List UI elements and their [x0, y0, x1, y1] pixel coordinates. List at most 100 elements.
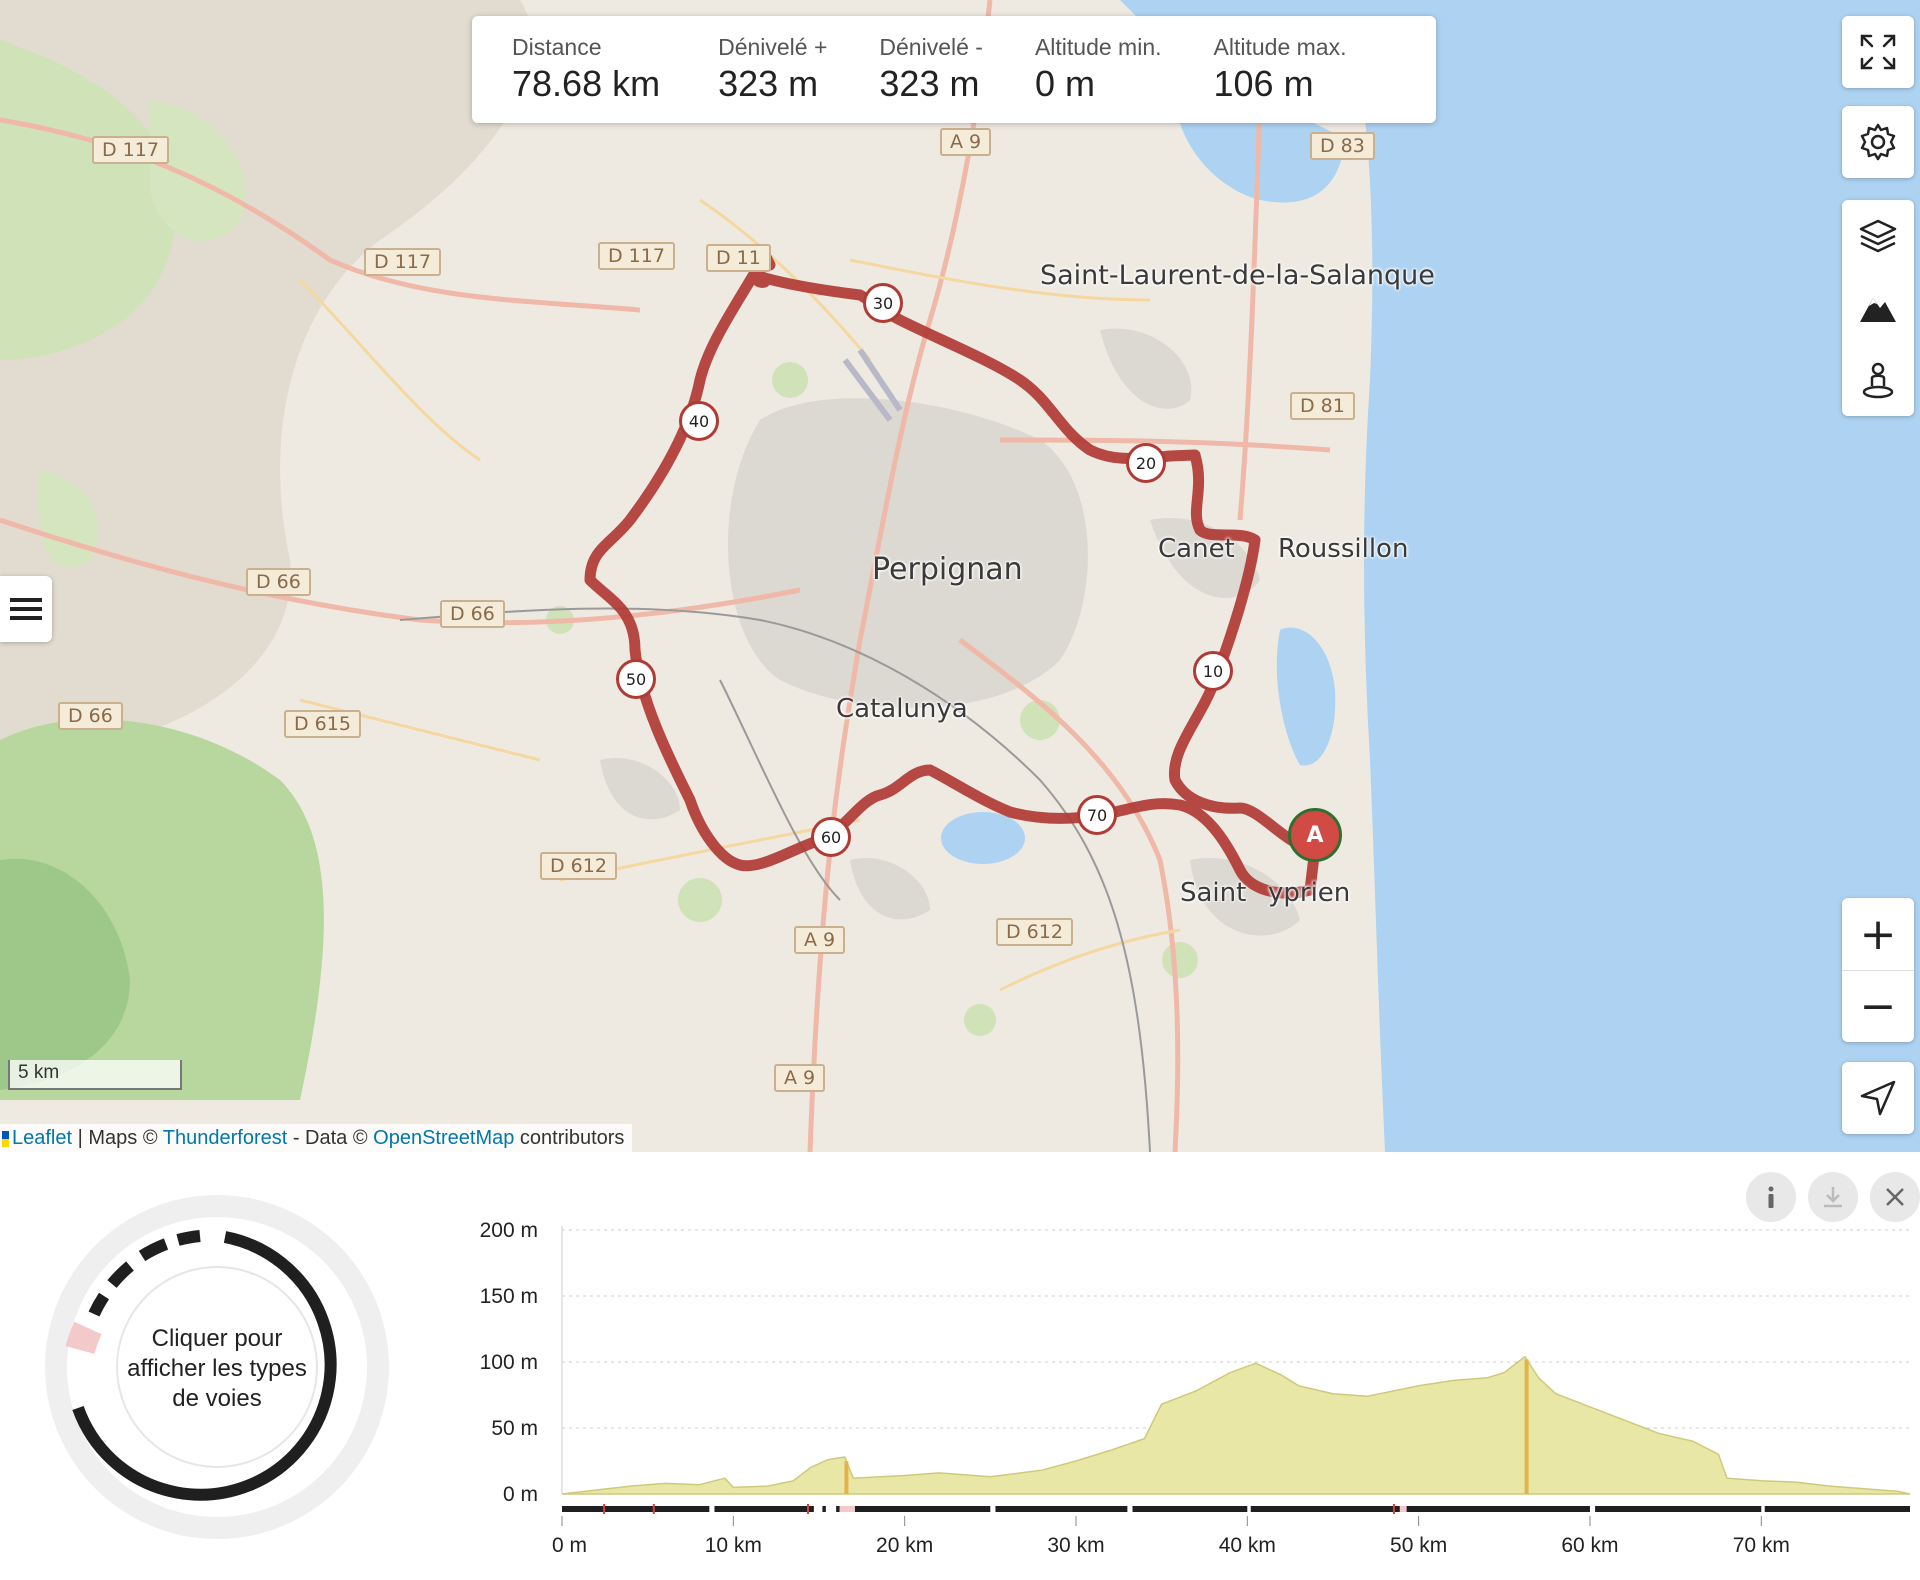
road-shield: D 117: [598, 242, 675, 270]
surface-segment: [1247, 1506, 1251, 1512]
km-marker-10[interactable]: 10: [1193, 651, 1233, 691]
hamburger-icon: [10, 598, 42, 620]
surface-mark: [806, 1504, 809, 1514]
road-shield: D 83: [1310, 132, 1375, 160]
road-shield: A 9: [794, 926, 846, 954]
leaflet-link[interactable]: Leaflet: [12, 1127, 73, 1149]
stat-value: 106 m: [1213, 63, 1314, 104]
surface-segment: [1589, 1506, 1596, 1512]
x-tick-label: 20 km: [876, 1534, 933, 1557]
surface-bar-track: [562, 1506, 1910, 1512]
elevation-chart[interactable]: 0 m 50 m 100 m 150 m 200 m 0 m 10 km 20 km 30 k…: [460, 1192, 1920, 1572]
surface-segment: [990, 1506, 996, 1512]
x-axis: 0 m 10 km 20 km 30 km 40 km 50 km 60 km 70 km: [552, 1516, 1790, 1557]
info-icon: [1768, 1186, 1774, 1208]
surface-segment: [1761, 1506, 1765, 1512]
stat-label: Dénivelé -: [879, 34, 983, 60]
road-shield: D 612: [540, 852, 617, 880]
y-tick-label: 150 m: [480, 1285, 538, 1308]
map-attribution: Leaflet | Maps © Thunderforest - Data © …: [0, 1124, 633, 1152]
km-marker-40[interactable]: 40: [679, 401, 719, 441]
openstreetmap-link[interactable]: OpenStreetMap: [373, 1127, 515, 1149]
road-types-hint[interactable]: Cliquer pour afficher les types de voies: [127, 1325, 307, 1412]
x-tick-label: 60 km: [1561, 1534, 1618, 1557]
road-shield: D 117: [364, 248, 441, 276]
road-shield: D 66: [58, 702, 123, 730]
km-marker-60[interactable]: 60: [811, 817, 851, 857]
y-tick-label: 50 m: [491, 1417, 538, 1440]
km-marker-20[interactable]: 20: [1126, 443, 1166, 483]
close-button[interactable]: [1870, 1172, 1920, 1222]
km-marker-50[interactable]: 50: [616, 659, 656, 699]
thunderforest-link[interactable]: Thunderforest: [162, 1127, 288, 1149]
stat-ascent: Dénivelé + 323 m: [718, 34, 827, 123]
fullscreen-button[interactable]: [1842, 16, 1914, 88]
layers-button[interactable]: [1842, 200, 1914, 272]
map-view[interactable]: Perpignan Saint-Laurent-de-la-Salanque C…: [0, 0, 1920, 1152]
place-label-canet: Canet: [1158, 534, 1235, 564]
attribution-text: - Data ©: [287, 1127, 374, 1149]
menu-button[interactable]: [0, 576, 52, 642]
road-shield: D 615: [284, 710, 361, 738]
road-types-donut[interactable]: [40, 1190, 394, 1544]
map-tools-group: [1842, 200, 1914, 416]
stat-label: Dénivelé +: [718, 34, 828, 60]
terrain-button[interactable]: [1842, 272, 1914, 344]
place-label-cyprien: yprien: [1268, 878, 1351, 908]
zoom-controls: + −: [1842, 898, 1914, 1042]
place-label-perpignan: Perpignan: [872, 552, 1023, 587]
stat-value: 78.68 km: [512, 63, 661, 104]
elevation-area: [561, 1355, 1911, 1495]
surface-segment: [839, 1506, 855, 1512]
locate-button[interactable]: [1842, 1062, 1914, 1134]
x-tick-label: 30 km: [1047, 1534, 1104, 1557]
road-shield: D 117: [92, 136, 169, 164]
surface-segment: [1399, 1506, 1407, 1512]
x-tick-label: 0 m: [552, 1534, 587, 1557]
road-shield: A 9: [774, 1064, 826, 1092]
start-marker[interactable]: A: [1288, 808, 1342, 862]
stat-distance: Distance 78.68 km: [512, 34, 660, 123]
surface-bar: [562, 1504, 1910, 1514]
expand-icon: [1860, 34, 1896, 70]
elevation-panel: Cliquer pour afficher les types de voies…: [0, 1152, 1920, 1580]
settings-button[interactable]: [1842, 106, 1914, 178]
surface-mark: [652, 1504, 655, 1514]
y-tick-label: 200 m: [480, 1219, 538, 1242]
close-icon: [1886, 1188, 1904, 1206]
ukraine-flag-icon: [2, 1130, 9, 1147]
poi-button[interactable]: [1842, 344, 1914, 416]
stat-label: Altitude max.: [1213, 34, 1347, 60]
km-marker-30[interactable]: 30: [863, 283, 903, 323]
km-marker-70[interactable]: 70: [1077, 795, 1117, 835]
map-scale: 5 km: [8, 1060, 182, 1090]
y-tick-label: 0 m: [503, 1483, 538, 1506]
mountain-icon: [1860, 298, 1896, 322]
route-stats-panel: Distance 78.68 km Dénivelé + 323 m Déniv…: [472, 16, 1436, 123]
place-label-saint-laurent: Saint-Laurent-de-la-Salanque: [1040, 260, 1435, 291]
layers-icon: [1859, 219, 1897, 253]
road-shield: A 9: [940, 128, 992, 156]
road-shield: D 81: [1290, 392, 1355, 420]
x-tick-label: 50 km: [1390, 1534, 1447, 1557]
zoom-in-button[interactable]: +: [1859, 908, 1897, 960]
surface-segment: [825, 1506, 837, 1512]
place-label-catalunya: Catalunya: [836, 694, 968, 724]
zoom-out-button[interactable]: −: [1842, 970, 1914, 1042]
stat-alt-min: Altitude min. 0 m: [1035, 34, 1162, 123]
road-shield: D 66: [440, 600, 505, 628]
y-axis: 0 m 50 m 100 m 150 m 200 m: [480, 1219, 563, 1506]
road-shield: D 66: [246, 568, 311, 596]
stat-value: 0 m: [1034, 63, 1095, 104]
attribution-text: | Maps ©: [72, 1127, 163, 1149]
attribution-text: contributors: [514, 1127, 625, 1149]
surface-mark: [1392, 1504, 1395, 1514]
stat-descent: Dénivelé - 323 m: [879, 34, 983, 123]
y-tick-label: 100 m: [480, 1351, 538, 1374]
stat-label: Altitude min.: [1034, 34, 1162, 60]
info-button[interactable]: [1746, 1172, 1796, 1222]
x-tick-label: 10 km: [705, 1534, 762, 1557]
gear-icon: [1860, 123, 1896, 161]
download-button[interactable]: [1808, 1172, 1858, 1222]
surface-segment: [813, 1506, 823, 1512]
